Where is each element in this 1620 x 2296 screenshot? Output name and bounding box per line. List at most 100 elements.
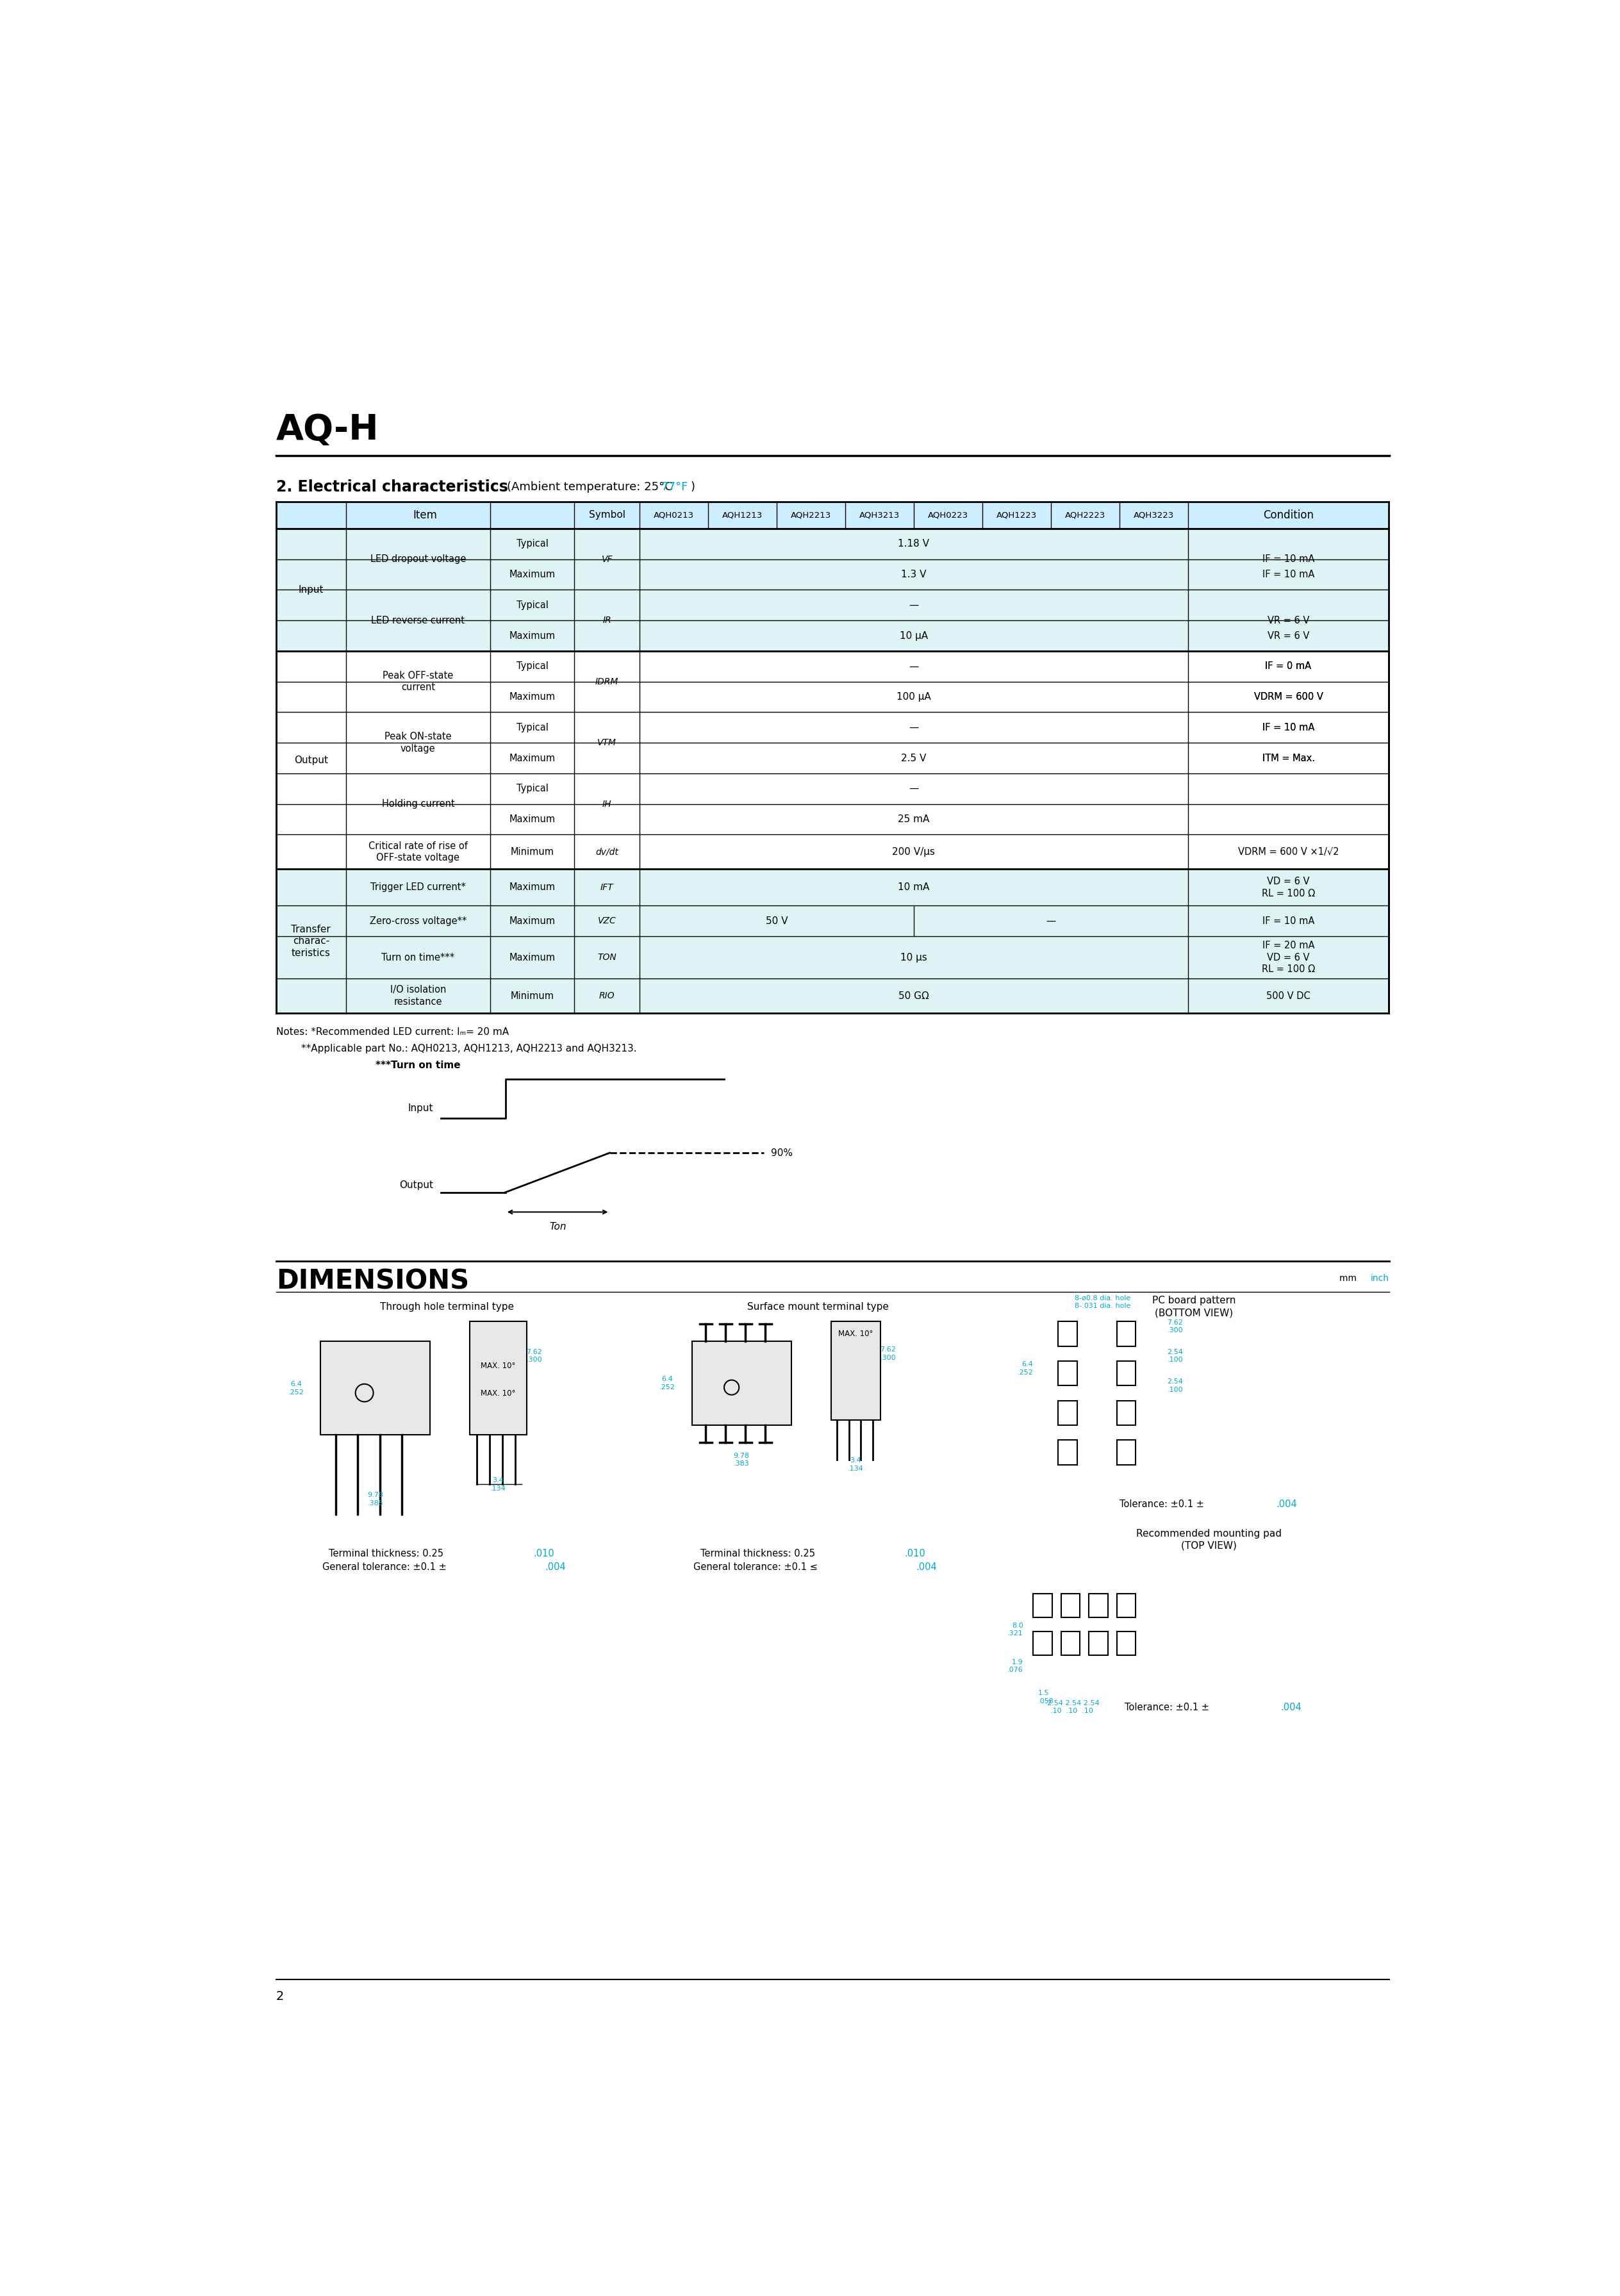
Text: IF = 20 mA
VD = 6 V
RL = 100 Ω: IF = 20 mA VD = 6 V RL = 100 Ω: [1262, 941, 1315, 974]
Text: Trigger LED current*: Trigger LED current*: [371, 882, 465, 893]
Bar: [1058, 1401, 1077, 1426]
Bar: [1116, 1401, 1136, 1426]
Text: DIMENSIONS: DIMENSIONS: [275, 1267, 468, 1295]
Text: Typical: Typical: [517, 599, 548, 611]
Text: 90%: 90%: [771, 1148, 792, 1157]
Text: —: —: [909, 661, 919, 670]
Bar: [470, 1322, 527, 1435]
Text: .004: .004: [544, 1564, 565, 1573]
Bar: [275, 870, 347, 1013]
Text: Transfer
charac-
teristics: Transfer charac- teristics: [292, 925, 330, 957]
Bar: [275, 712, 1388, 744]
Text: 2.54
.100: 2.54 .100: [1168, 1378, 1183, 1394]
Text: Zero-cross voltage**: Zero-cross voltage**: [369, 916, 467, 925]
Text: IH: IH: [603, 799, 612, 808]
Text: AQH2223: AQH2223: [1064, 512, 1105, 519]
Bar: [1187, 652, 1388, 712]
Bar: [692, 1341, 791, 1426]
Text: 7.62
.300: 7.62 .300: [526, 1350, 543, 1364]
Bar: [1089, 1593, 1108, 1619]
Text: VF: VF: [601, 556, 612, 565]
Text: 200 V/μs: 200 V/μs: [893, 847, 935, 856]
Text: Tolerance: ±0.1 ±: Tolerance: ±0.1 ±: [1119, 1499, 1204, 1508]
Text: Tolerance: ±0.1 ±: Tolerance: ±0.1 ±: [1124, 1704, 1209, 1713]
Text: Ton: Ton: [549, 1221, 565, 1231]
Text: AQ-H: AQ-H: [275, 413, 379, 448]
Text: AQH0213: AQH0213: [653, 512, 693, 519]
Text: Input: Input: [298, 585, 324, 595]
Text: 7.62
.300: 7.62 .300: [1168, 1320, 1183, 1334]
Text: Maximum: Maximum: [509, 882, 556, 893]
Bar: [1187, 590, 1388, 652]
Text: IF = 10 mA: IF = 10 mA: [1262, 916, 1314, 925]
Text: Notes: *Recommended LED current: Iₘ= 20 mA: Notes: *Recommended LED current: Iₘ= 20 …: [275, 1026, 509, 1035]
Bar: [275, 528, 347, 652]
Text: IF = 0 mA: IF = 0 mA: [1265, 661, 1312, 670]
Text: Holding current: Holding current: [382, 799, 455, 808]
Text: IR: IR: [603, 615, 611, 625]
Text: —: —: [909, 783, 919, 794]
Bar: [347, 652, 491, 712]
Text: **Applicable part No.: AQH0213, AQH1213, AQH2213 and AQH3213.: **Applicable part No.: AQH0213, AQH1213,…: [275, 1045, 637, 1054]
Text: mm: mm: [1340, 1274, 1359, 1283]
Text: Output: Output: [400, 1180, 434, 1189]
Bar: [275, 501, 1388, 528]
Text: Minimum: Minimum: [510, 847, 554, 856]
Text: Turn on time***: Turn on time***: [381, 953, 455, 962]
Bar: [1058, 1322, 1077, 1345]
Text: 100 μA: 100 μA: [896, 691, 931, 703]
Bar: [347, 528, 491, 590]
Text: LED dropout voltage: LED dropout voltage: [371, 553, 467, 565]
Text: VZC: VZC: [598, 916, 616, 925]
Bar: [1116, 1593, 1136, 1619]
Bar: [1187, 528, 1388, 590]
Text: IDRM: IDRM: [596, 677, 619, 687]
Text: General tolerance: ±0.1 ≤: General tolerance: ±0.1 ≤: [693, 1564, 818, 1573]
Text: 3.4
.134: 3.4 .134: [491, 1476, 505, 1492]
Text: 25 mA: 25 mA: [897, 815, 930, 824]
Text: Typical: Typical: [517, 783, 548, 794]
Text: VR = 6 V: VR = 6 V: [1267, 615, 1309, 625]
Text: IF = 10 mA: IF = 10 mA: [1262, 553, 1314, 565]
Text: Minimum: Minimum: [510, 992, 554, 1001]
Text: Terminal thickness: 0.25: Terminal thickness: 0.25: [329, 1550, 447, 1559]
Bar: [1116, 1362, 1136, 1387]
Text: Typical: Typical: [517, 723, 548, 732]
Text: 9.78
.385: 9.78 .385: [368, 1492, 384, 1506]
Text: Maximum: Maximum: [509, 569, 556, 579]
Text: 10 μs: 10 μs: [901, 953, 927, 962]
Text: Terminal thickness: 0.25: Terminal thickness: 0.25: [700, 1550, 818, 1559]
Bar: [1034, 1632, 1051, 1655]
Text: VD = 6 V
RL = 100 Ω: VD = 6 V RL = 100 Ω: [1262, 877, 1315, 898]
Text: 7.62
.300: 7.62 .300: [880, 1345, 896, 1362]
Text: 77°F: 77°F: [661, 480, 688, 491]
Text: MAX. 10°: MAX. 10°: [481, 1362, 515, 1371]
Text: IF = 10 mA: IF = 10 mA: [1262, 723, 1314, 732]
Text: .010: .010: [904, 1550, 925, 1559]
Bar: [1116, 1322, 1136, 1345]
Text: Maximum: Maximum: [509, 691, 556, 703]
Text: 8-ø0.8 dia. hole
8-.031 dia. hole: 8-ø0.8 dia. hole 8-.031 dia. hole: [1074, 1295, 1131, 1309]
Text: IF = 10 mA: IF = 10 mA: [1262, 723, 1314, 732]
Text: Recommended mounting pad
(TOP VIEW): Recommended mounting pad (TOP VIEW): [1136, 1529, 1281, 1550]
Text: VDRM = 600 V: VDRM = 600 V: [1254, 691, 1324, 703]
Text: AQH0223: AQH0223: [928, 512, 969, 519]
Text: MAX. 10°: MAX. 10°: [838, 1329, 873, 1339]
Text: VTM: VTM: [598, 739, 617, 746]
Text: 2.54 2.54 2.54
.10  .10  .10: 2.54 2.54 2.54 .10 .10 .10: [1047, 1699, 1098, 1715]
Bar: [831, 1322, 881, 1421]
Text: .004: .004: [917, 1564, 936, 1573]
Text: 2: 2: [275, 1991, 284, 2002]
Bar: [1058, 1362, 1077, 1387]
Bar: [275, 590, 1388, 620]
Text: .010: .010: [533, 1550, 554, 1559]
Bar: [347, 590, 491, 652]
Text: 8.0
.321: 8.0 .321: [1008, 1623, 1024, 1637]
Text: —: —: [909, 599, 919, 611]
Text: PC board pattern
(BOTTOM VIEW): PC board pattern (BOTTOM VIEW): [1152, 1295, 1236, 1318]
Bar: [275, 682, 1388, 712]
Text: Peak OFF-state
current: Peak OFF-state current: [382, 670, 454, 693]
Text: AQH3213: AQH3213: [859, 512, 899, 519]
Text: AQH1213: AQH1213: [723, 512, 763, 519]
Text: Typical: Typical: [517, 540, 548, 549]
